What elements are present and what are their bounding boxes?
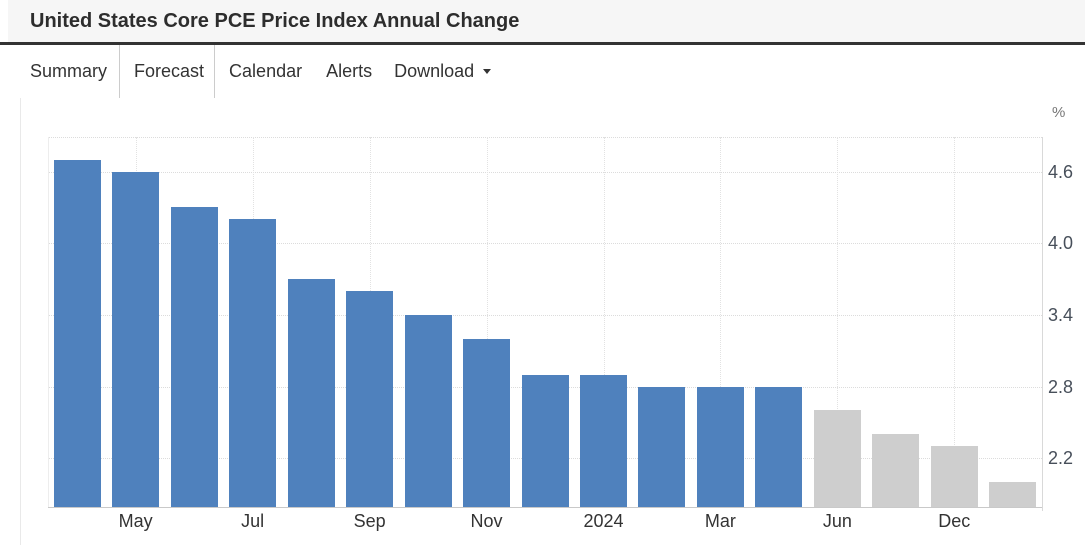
x-axis-tick-label: Jun [822, 511, 852, 531]
chart-bar-i16[interactable] [989, 481, 1037, 507]
tab-bar: Summary Forecast Calendar Alerts Downloa… [0, 45, 1085, 98]
chart-bar-i10[interactable] [638, 386, 686, 507]
chart-bar-Nov[interactable] [463, 338, 510, 507]
y-axis-tick-label: 2.8 [1048, 376, 1074, 397]
tab-calendar-label: Calendar [229, 61, 303, 81]
y-axis-tick-label: 3.4 [1048, 304, 1074, 325]
tab-alerts[interactable]: Alerts [326, 45, 372, 98]
caret-down-icon [483, 69, 492, 74]
x-gridline [954, 137, 956, 507]
chart-bar-i14[interactable] [872, 434, 920, 507]
chart-area: % 4.6 4.0 3.4 2.8 2.2 May Jul Sep Nov 2024 Mar Jun D… [0, 98, 1085, 545]
tab-download-label: Download [394, 61, 475, 81]
chart-bar-2024[interactable] [580, 374, 627, 507]
chart-bar-i8[interactable] [521, 374, 569, 507]
chart-bar-Jul[interactable] [229, 219, 277, 507]
y-axis-line-left [48, 137, 49, 507]
plot-top-border [48, 137, 1042, 138]
chart-bar-i12[interactable] [755, 386, 803, 507]
page-title: United States Core PCE Price Index Annua… [30, 10, 520, 32]
chart-bar-May[interactable] [112, 171, 160, 507]
y-axis-unit-label: % [1052, 104, 1066, 121]
tab-summary-label: Summary [30, 61, 108, 81]
x-gridline [603, 137, 605, 507]
x-axis-tick-label: Dec [938, 511, 971, 531]
chart-bar-i6[interactable] [404, 314, 452, 507]
chart-bar-Jun[interactable] [813, 410, 861, 507]
tab-alerts-label: Alerts [326, 61, 373, 81]
x-axis-tick-label: Nov [470, 511, 503, 531]
chart-bar-i0[interactable] [53, 159, 101, 507]
y-gridline [48, 314, 1042, 316]
x-gridline [720, 137, 722, 507]
chart-bar-Sep[interactable] [346, 291, 394, 507]
x-axis-tick-label: Mar [704, 511, 736, 531]
chart-bar-Mar[interactable] [696, 386, 744, 507]
x-gridline [837, 137, 839, 507]
tab-download[interactable]: Download [394, 45, 492, 98]
y-axis-tick-label: 4.6 [1048, 161, 1074, 182]
tab-forecast-label: Forecast [134, 61, 205, 81]
chart-bar-i2[interactable] [170, 207, 218, 507]
chart-bar-i4[interactable] [287, 279, 335, 507]
tab-summary[interactable]: Summary [0, 45, 119, 98]
chart-bar-Dec[interactable] [930, 446, 978, 507]
x-gridline [486, 137, 488, 507]
y-gridline [48, 243, 1042, 245]
x-axis-tick-label: Jul [241, 511, 265, 531]
x-axis-tick-label: May [118, 511, 153, 531]
y-gridline [48, 171, 1042, 173]
widget-header: United States Core PCE Price Index Annua… [0, 0, 1085, 45]
header-left-notch [0, 0, 8, 42]
panel-left-border [20, 98, 21, 545]
tab-calendar[interactable]: Calendar [229, 45, 302, 98]
x-axis-tick-label: Sep [353, 511, 386, 531]
y-axis-line [1042, 137, 1043, 511]
tab-forecast[interactable]: Forecast [119, 45, 216, 98]
y-axis-tick-label: 4.0 [1048, 233, 1074, 254]
x-axis-tick-label: 2024 [583, 511, 624, 531]
x-axis-line [48, 507, 1042, 508]
y-axis-tick-label: 2.2 [1048, 448, 1074, 469]
